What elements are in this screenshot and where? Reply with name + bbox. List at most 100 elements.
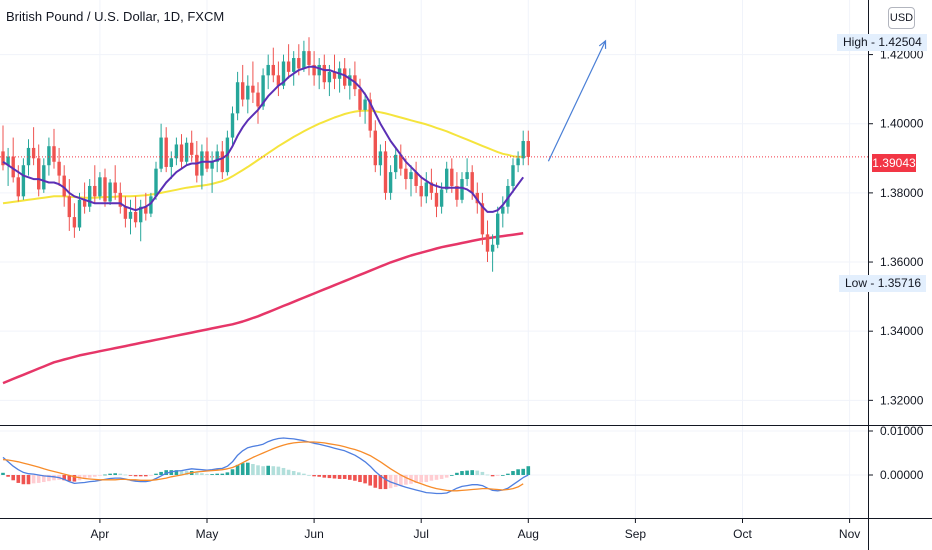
macd-hist-bar — [450, 475, 454, 476]
price-axis[interactable]: 1.42000 1.40000 1.38000 1.36000 1.34000 1.320… — [868, 48, 924, 482]
macd-hist-bar — [251, 464, 255, 475]
candle-body — [251, 85, 255, 93]
candle-body — [113, 182, 117, 193]
candle-body — [26, 147, 31, 166]
candle-body — [42, 165, 46, 190]
candle-body — [215, 151, 219, 162]
candle-body — [445, 168, 449, 190]
macd-hist-bar — [210, 474, 214, 475]
macd-hist-bar — [495, 475, 500, 476]
projection-arrow[interactable] — [547, 39, 607, 162]
macd-hist-bar — [516, 469, 520, 475]
candle-body — [480, 203, 485, 235]
macd-hist-bar — [200, 473, 204, 475]
macd-hist-bar — [149, 475, 153, 476]
symbol-title[interactable]: British Pound / U.S. Dollar, 1D, FXCM — [6, 9, 225, 24]
macd-hist-bar — [460, 471, 464, 475]
macd-hist-bar — [261, 466, 265, 475]
candle-body — [358, 89, 362, 110]
macd-hist-bar — [337, 475, 342, 479]
candle-body — [511, 165, 515, 186]
macd-tick-label: 0.01000 — [880, 424, 924, 438]
candle-body — [47, 146, 51, 166]
candle-body — [368, 99, 372, 131]
currency-button[interactable]: USD — [888, 7, 915, 29]
ma-slow-path — [2, 232, 524, 385]
candle-body — [343, 68, 347, 86]
macd-hist-bar — [470, 470, 474, 475]
candle-body — [82, 199, 87, 207]
macd-hist-bar — [133, 475, 138, 477]
macd-hist-bar — [480, 471, 485, 475]
candle-body — [317, 64, 321, 76]
candle-body — [470, 172, 474, 193]
candle-body — [286, 61, 291, 72]
candle-body — [363, 99, 367, 110]
macd-hist-bar — [327, 475, 332, 479]
macd-hist-bar — [501, 475, 505, 476]
candle-body — [149, 196, 153, 214]
candle-body — [128, 211, 133, 219]
macd-hist-bar — [159, 471, 163, 475]
macd-hist-bar — [511, 471, 515, 475]
candle-body — [348, 75, 352, 86]
signal-line-path — [2, 441, 524, 492]
candle-body — [521, 141, 525, 159]
macd-hist-bar — [429, 475, 434, 481]
candle-body — [123, 206, 128, 219]
macd-hist-bar — [11, 475, 15, 481]
macd-hist-bar — [424, 475, 429, 483]
candle-body — [490, 244, 495, 252]
candle-body — [388, 172, 393, 193]
arrow-shaft[interactable] — [547, 40, 607, 162]
candle-body — [52, 146, 56, 162]
macd-hist-bar — [113, 473, 117, 475]
macd-hist-bar — [47, 475, 51, 482]
candle-body — [230, 113, 235, 138]
macd-hist-bar — [195, 472, 199, 475]
time-axis[interactable]: Apr May Jun Jul Aug Sep Oct Nov — [91, 518, 861, 541]
macd-hist-bar — [383, 475, 388, 490]
time-tick-label: Jul — [414, 527, 429, 541]
macd-hist-bar — [276, 466, 281, 475]
macd-histogram — [1, 462, 531, 490]
candle-body — [450, 168, 454, 186]
high-label-text: High — [843, 35, 868, 49]
macd-hist-bar — [455, 472, 459, 475]
candle-body — [62, 175, 66, 197]
candle-body — [419, 185, 423, 197]
candle-body — [266, 64, 270, 76]
macd-hist-bar — [332, 475, 337, 479]
macd-hist-bar — [521, 468, 525, 475]
time-tick-label: Apr — [91, 527, 110, 541]
macd-hist-bar — [297, 472, 301, 475]
candle-body — [429, 182, 434, 193]
macd-hist-bar — [21, 475, 26, 485]
high-label-dash: - — [871, 35, 879, 49]
price-tick-label: 1.38000 — [880, 186, 924, 200]
candle-body — [256, 92, 260, 107]
candle-body — [465, 172, 469, 180]
candle-body — [516, 158, 520, 166]
time-tick-label: May — [196, 527, 219, 541]
macd-hist-bar — [62, 475, 66, 481]
candle-body — [455, 185, 459, 200]
high-label: High - 1.42504 — [837, 34, 927, 51]
candle-body — [77, 199, 82, 228]
candle-body — [506, 185, 510, 207]
candle-body — [16, 177, 20, 197]
macd-hist-bar — [42, 475, 46, 483]
price-tick-label: 1.34000 — [880, 324, 924, 338]
arrow-head[interactable] — [598, 39, 607, 49]
candle-body — [169, 158, 173, 167]
macd-hist-bar — [52, 475, 56, 481]
candle-body — [11, 156, 15, 178]
macd-hist-bar — [123, 474, 128, 476]
candle-body — [409, 172, 413, 180]
macd-hist-bar — [235, 464, 240, 475]
candle-body — [241, 82, 245, 100]
macd-hist-bar — [246, 462, 250, 475]
candle-body — [276, 75, 281, 86]
candle-body — [526, 141, 530, 157]
